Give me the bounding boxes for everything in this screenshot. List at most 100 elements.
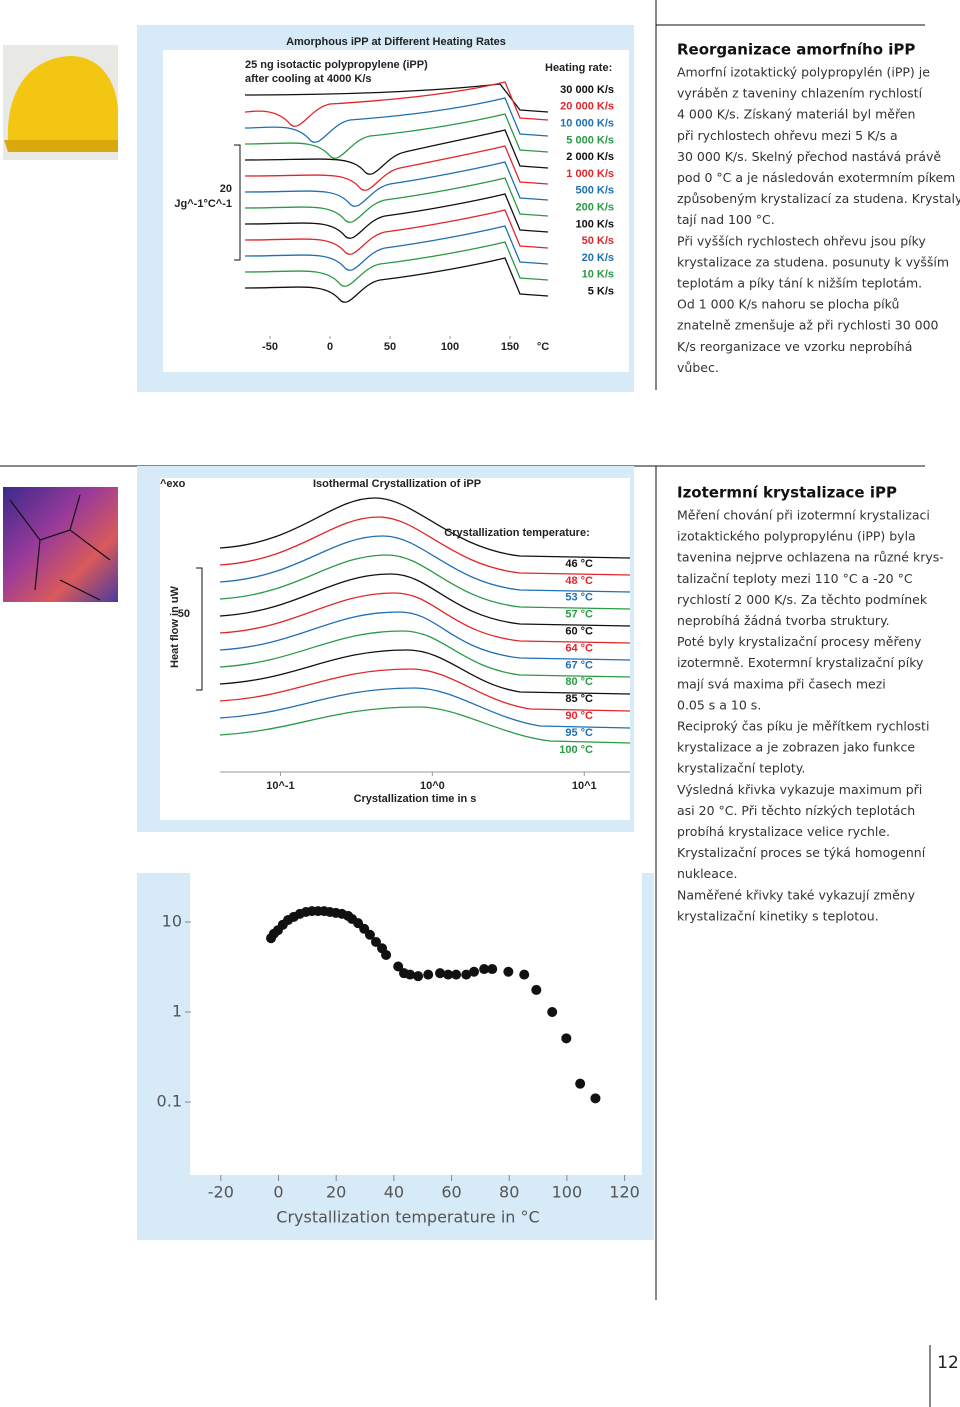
scale-value: 50 — [178, 608, 190, 620]
chart-3 — [137, 873, 654, 1240]
paragraph-line: Krystalizační proces se týká homogenní — [677, 845, 926, 860]
data-point — [531, 984, 542, 995]
data-point — [381, 949, 392, 960]
scale-value: 20 — [220, 183, 232, 195]
paragraph-line: tavenina nejprve ochlazena na různé krys… — [677, 550, 944, 565]
paragraph-line: nukleace. — [677, 866, 737, 881]
section-heading: Izotermní krystalizace iPP — [677, 484, 897, 502]
x-tick-label: -20 — [208, 1183, 234, 1202]
legend-entry: 10 K/s — [582, 269, 614, 281]
legend-entry: 50 K/s — [582, 235, 614, 247]
y-label: Heat flow in uW — [169, 585, 181, 668]
y-marker: ^exo — [160, 478, 186, 490]
x-unit: °C — [537, 341, 549, 353]
data-point — [423, 969, 434, 980]
page-number: 12 — [937, 1353, 959, 1373]
x-tick-label: 100 — [441, 341, 459, 353]
x-tick-label: 10^0 — [420, 780, 445, 792]
paragraph-line: Reciproký čas píku je měřítkem rychlosti — [677, 719, 929, 734]
chart-title: Amorphous iPP at Different Heating Rates — [286, 36, 506, 48]
x-tick-label: 10^1 — [572, 780, 597, 792]
paragraph-line: Při vyšších rychlostech ohřevu jsou píky — [677, 233, 926, 248]
paragraph-line: rychlostí 2 000 K/s. Za těchto podmínek — [677, 592, 928, 607]
data-point — [435, 968, 446, 979]
annotation: 25 ng isotactic polypropylene (iPP) — [245, 59, 428, 71]
data-point — [405, 969, 416, 980]
curves — [244, 81, 549, 303]
x-tick-label: 80 — [499, 1183, 519, 1202]
x-tick-label: 50 — [384, 341, 396, 353]
legend-entry: 100 °C — [559, 744, 593, 756]
legend-entry: 46 °C — [565, 558, 593, 570]
legend-entry: 20 000 K/s — [560, 101, 614, 113]
legend-entry: 64 °C — [565, 642, 593, 654]
data-point — [370, 936, 381, 947]
legend-entry: 10 000 K/s — [560, 118, 614, 130]
y-tick-label: 10 — [162, 911, 182, 930]
y-unit: Jg^-1°C^-1 — [174, 198, 232, 210]
x-tick-label: 150 — [501, 341, 519, 353]
data-point — [519, 969, 530, 980]
paragraph-line: Naměřené křivky také vykazují změny — [677, 887, 916, 902]
scale-bar — [196, 567, 203, 691]
data-point — [590, 1093, 601, 1104]
paragraph-line: izotermně. Exotermní krystalizační píky — [677, 655, 924, 670]
paragraph-line: asi 20 °C. Při těchto nízkých teplotách — [677, 803, 915, 818]
x-tick-label: 40 — [384, 1183, 404, 1202]
x-tick-label: 0 — [327, 341, 333, 353]
x-tick-label: 120 — [609, 1183, 640, 1202]
legend-entry: 90 °C — [565, 710, 593, 722]
paragraph-line: izotaktického polypropylénu (iPP) byla — [677, 529, 916, 544]
annotation: after cooling at 4000 K/s — [245, 73, 372, 85]
x-tick-label: 20 — [326, 1183, 346, 1202]
micrograph-photo — [3, 487, 118, 602]
x-tick-label: 100 — [552, 1183, 583, 1202]
data-point — [487, 964, 498, 975]
legend-entry: 30 000 K/s — [560, 84, 614, 96]
paragraph-line: znatelně zmenšuje až při rychlosti 30 00… — [677, 318, 939, 333]
scale-bar — [234, 144, 241, 261]
chart-title: Isothermal Crystallization of iPP — [313, 478, 481, 490]
y-tick-label: 1 — [172, 1002, 182, 1021]
paragraph-line: krystalizační teploty. — [677, 761, 805, 776]
legend-entry: 1 000 K/s — [566, 168, 614, 180]
x-label: Crystallization temperature in °C — [276, 1208, 539, 1227]
paragraph-line: neprobíhá žádná tvorba struktury. — [677, 613, 890, 628]
legend-entry: 57 °C — [565, 609, 593, 621]
x-tick-label: 60 — [441, 1183, 461, 1202]
data-point — [479, 964, 490, 975]
paragraph-line: mají svá maxima při časech mezi — [677, 676, 886, 691]
paragraph-line: 4 000 K/s. Získaný materiál byl měřen — [677, 107, 915, 122]
x-tick-label: 0 — [273, 1183, 283, 1202]
x-label: Crystallization time in s — [354, 793, 477, 805]
paragraph-line: způsobeným krystalizací za studena. Krys… — [677, 191, 960, 206]
x-tick-label: -50 — [262, 341, 278, 353]
legend-entry: 80 °C — [565, 676, 593, 688]
paragraph-line: při rychlostech ohřevu mezi 5 K/s a — [677, 128, 898, 143]
data-point — [503, 966, 514, 977]
legend-entry: 20 K/s — [582, 252, 614, 264]
data-point — [393, 961, 404, 972]
paragraph-line: Amorfní izotaktický polypropylén (iPP) j… — [677, 65, 930, 80]
legend-entry: 95 °C — [565, 727, 593, 739]
data-point — [469, 966, 480, 977]
paragraph-line: krystalizace za studena. posunuty k vyšš… — [677, 254, 949, 269]
paragraph-line: vyráběn z taveniny chlazením rychlostí — [677, 86, 923, 101]
paragraph-line: Poté byly krystalizační procesy měřeny — [677, 634, 922, 649]
paragraph-line: Měření chování při izotermní krystalizac… — [677, 508, 930, 523]
paragraph-line: tají nad 100 °C. — [677, 212, 775, 227]
paragraph-line: talizační teploty mezi 110 °C a -20 °C — [677, 571, 913, 586]
helmet-photo — [3, 45, 118, 160]
paragraph-line: 0.05 s a 10 s. — [677, 697, 761, 712]
data-point — [451, 969, 462, 980]
data-point — [364, 929, 375, 940]
legend-entry: 60 °C — [565, 626, 593, 638]
data-point — [547, 1007, 558, 1018]
paragraph-line: krystalizace a je zobrazen jako funkce — [677, 740, 915, 755]
legend-title: Heating rate: — [545, 62, 612, 74]
curves — [219, 497, 631, 744]
paragraph-line: probíhá krystalizace velice rychle. — [677, 824, 890, 839]
data-point — [575, 1078, 586, 1089]
legend-entry: 5 K/s — [588, 286, 614, 298]
